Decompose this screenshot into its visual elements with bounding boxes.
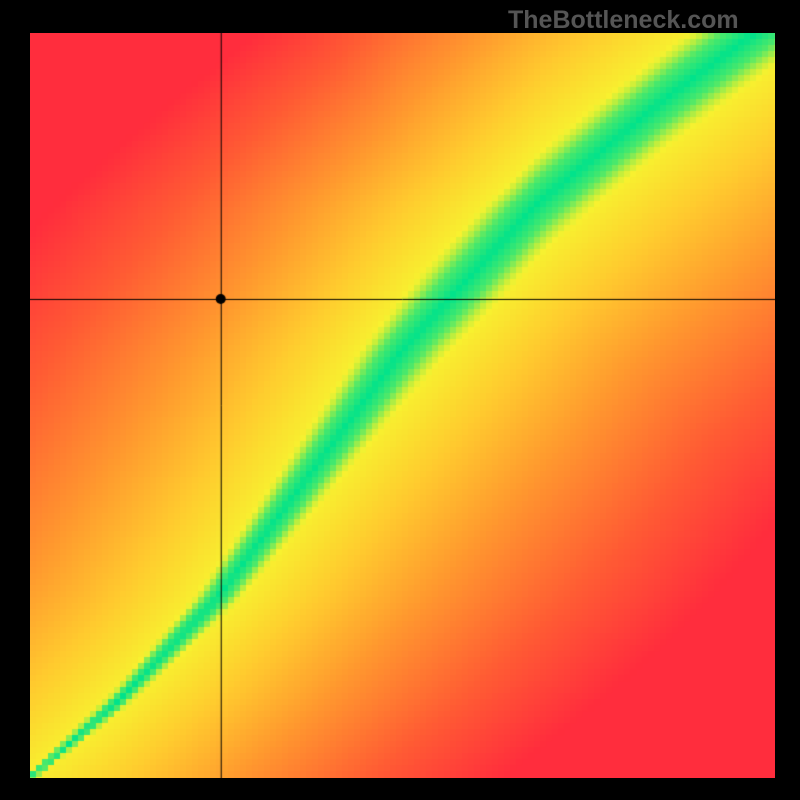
bottleneck-heatmap: [30, 33, 775, 778]
chart-container: TheBottleneck.com: [0, 0, 800, 800]
watermark-text: TheBottleneck.com: [508, 6, 739, 35]
